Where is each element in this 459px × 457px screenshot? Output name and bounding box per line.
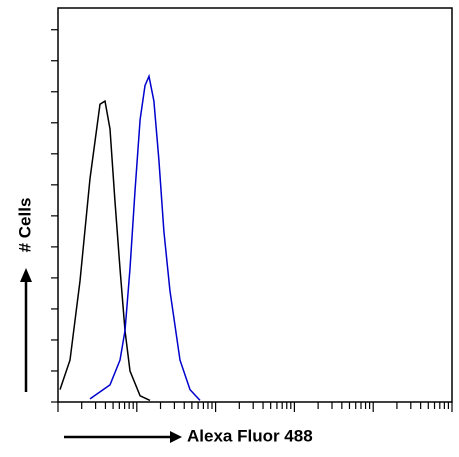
- histogram-line: [89, 73, 201, 401]
- histogram-line: [59, 99, 151, 402]
- plot-frame: [57, 7, 453, 403]
- y-arrow-head: [20, 268, 32, 282]
- y-axis-label: # Cells: [15, 198, 34, 253]
- x-axis-label: Alexa Fluor 488: [187, 426, 313, 445]
- x-arrow-head: [170, 431, 182, 443]
